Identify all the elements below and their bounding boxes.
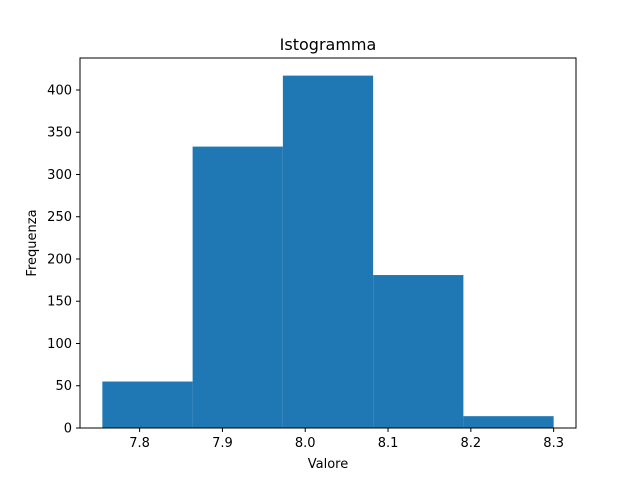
y-axis-ticks: 0 50 100 150 200 250 300 350 400 (47, 83, 80, 437)
histogram-bar-5 (463, 416, 554, 428)
x-tick-label: 8.0 (295, 436, 316, 451)
y-tick-label: 0 (64, 422, 72, 437)
x-tick-label: 7.8 (129, 436, 150, 451)
y-tick-label: 150 (47, 295, 72, 310)
bars-group (102, 75, 554, 428)
y-axis-label: Frequenza (25, 209, 40, 276)
plot-frame (79, 57, 577, 429)
y-tick-label: 250 (47, 210, 72, 225)
histogram-bar-1 (102, 381, 193, 428)
y-tick-label: 400 (47, 83, 72, 98)
x-tick-label: 7.9 (212, 436, 233, 451)
x-axis-ticks: 7.8 7.9 8.0 8.1 8.2 8.3 (129, 428, 564, 451)
y-tick-label: 50 (55, 379, 72, 394)
y-tick-label: 350 (47, 126, 72, 141)
chart-title: Istogramma (280, 35, 377, 54)
histogram-bar-2 (192, 146, 283, 428)
x-axis-label: Valore (308, 457, 348, 472)
x-tick-label: 8.3 (543, 436, 564, 451)
y-tick-label: 100 (47, 337, 72, 352)
y-tick-label: 300 (47, 168, 72, 183)
x-tick-label: 8.2 (460, 436, 481, 451)
x-tick-label: 8.1 (378, 436, 399, 451)
histogram-bar-3 (282, 75, 374, 428)
histogram-bar-4 (373, 275, 464, 428)
y-tick-label: 200 (47, 252, 72, 267)
